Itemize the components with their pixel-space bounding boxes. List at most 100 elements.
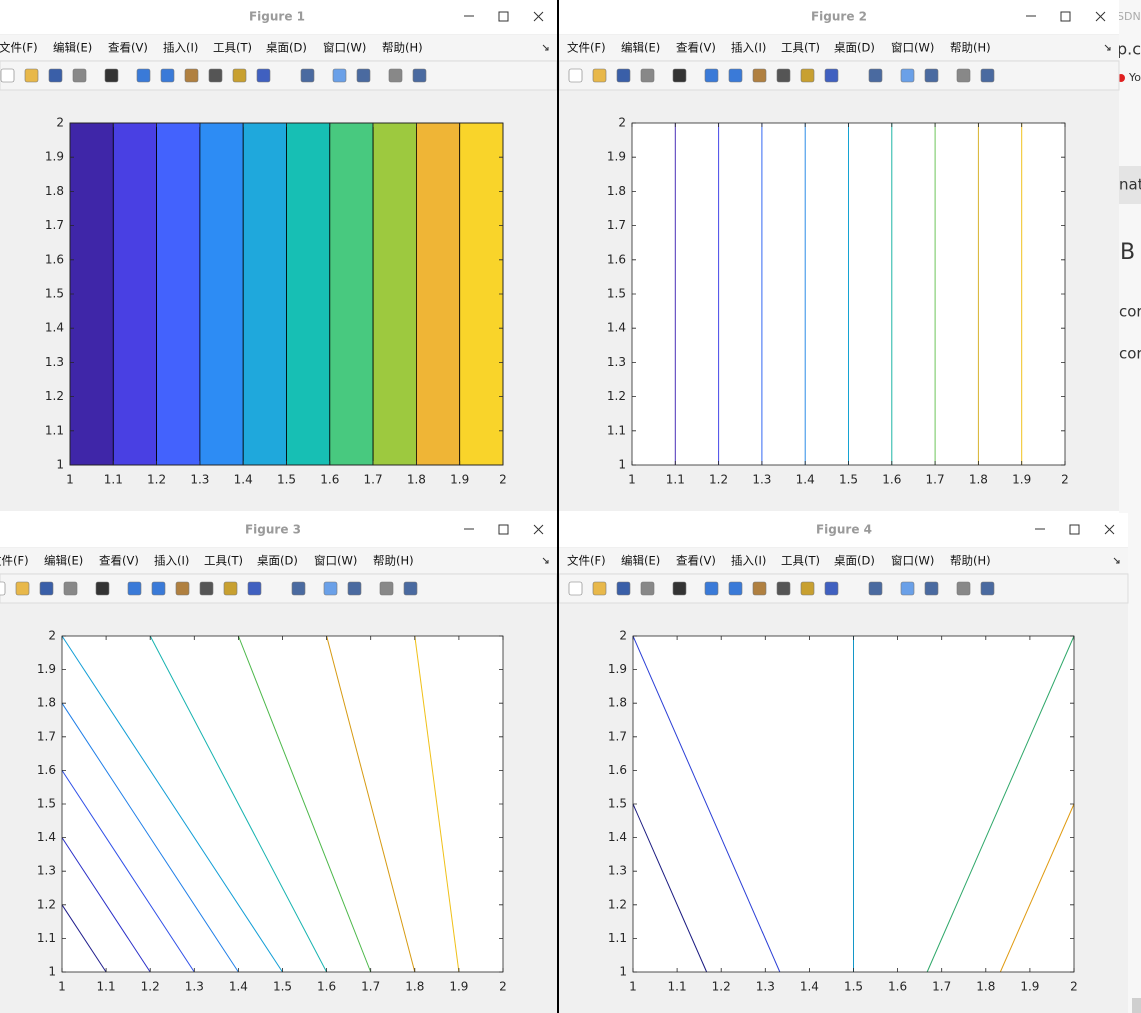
toolbar-button[interactable] <box>672 581 687 596</box>
menu-item[interactable]: 窗口(W) <box>891 41 934 55</box>
maximize-button[interactable] <box>1069 524 1080 535</box>
menu-item[interactable]: 查看(V) <box>676 554 716 568</box>
menu-item[interactable]: 工具(T) <box>204 554 243 568</box>
toolbar-button[interactable] <box>924 581 939 596</box>
toolbar-button[interactable] <box>900 581 915 596</box>
close-button[interactable] <box>533 524 544 535</box>
menu-item[interactable]: 查看(V) <box>108 41 148 55</box>
toolbar-button[interactable] <box>752 581 767 596</box>
toolbar-button[interactable] <box>24 68 39 83</box>
close-button[interactable] <box>1104 524 1115 535</box>
menu-item[interactable]: 帮助(H) <box>950 554 991 568</box>
menu-item[interactable]: 工具(T) <box>781 554 820 568</box>
toolbar-button[interactable] <box>199 581 214 596</box>
toolbar-button[interactable] <box>728 68 743 83</box>
toolbar-button[interactable] <box>412 68 427 83</box>
toolbar-button[interactable] <box>752 68 767 83</box>
toolbar-button[interactable] <box>956 581 971 596</box>
toolbar-button[interactable] <box>956 68 971 83</box>
menu-item[interactable]: 文件(F) <box>0 554 29 568</box>
toolbar-button[interactable] <box>568 68 583 83</box>
toolbar-button[interactable] <box>640 581 655 596</box>
toolbar-button[interactable] <box>332 68 347 83</box>
toolbar-button[interactable] <box>247 581 262 596</box>
menu-item[interactable]: 插入(I) <box>154 554 189 568</box>
menu-item[interactable]: 编辑(E) <box>44 554 83 568</box>
menu-item[interactable]: 文件(F) <box>0 41 38 55</box>
toolbar-button[interactable] <box>72 68 87 83</box>
menu-item[interactable]: 插入(I) <box>731 41 766 55</box>
toolbar-button[interactable] <box>868 581 883 596</box>
toolbar-button[interactable] <box>980 581 995 596</box>
toolbar-button[interactable] <box>800 581 815 596</box>
toolbar-button[interactable] <box>592 581 607 596</box>
menu-item[interactable]: 窗口(W) <box>891 554 934 568</box>
menu-item[interactable]: 查看(V) <box>99 554 139 568</box>
toolbar-button[interactable] <box>616 68 631 83</box>
toolbar-button[interactable] <box>776 68 791 83</box>
menu-item[interactable]: 帮助(H) <box>950 41 991 55</box>
toolbar-button[interactable] <box>356 68 371 83</box>
toolbar-button[interactable] <box>568 581 583 596</box>
menu-item[interactable]: 窗口(W) <box>314 554 357 568</box>
toolbar-button[interactable] <box>232 68 247 83</box>
toolbar-button[interactable] <box>900 68 915 83</box>
menu-item[interactable]: 文件(F) <box>567 554 606 568</box>
toolbar-button[interactable] <box>704 581 719 596</box>
menu-item[interactable]: 查看(V) <box>676 41 716 55</box>
toolbar-button[interactable] <box>256 68 271 83</box>
toolbar-button[interactable] <box>347 581 362 596</box>
maximize-button[interactable] <box>1060 11 1071 22</box>
toolbar-button[interactable] <box>15 581 30 596</box>
toolbar-button[interactable] <box>104 68 119 83</box>
toolbar-button[interactable] <box>403 581 418 596</box>
toolbar-button[interactable] <box>924 68 939 83</box>
toolbar-button[interactable] <box>136 68 151 83</box>
toolbar-button[interactable] <box>640 68 655 83</box>
toolbar-button[interactable] <box>184 68 199 83</box>
maximize-button[interactable] <box>498 11 509 22</box>
menu-item[interactable]: 帮助(H) <box>373 554 414 568</box>
menu-item[interactable]: 窗口(W) <box>323 41 366 55</box>
toolbar-button[interactable] <box>379 581 394 596</box>
toolbar-button[interactable] <box>160 68 175 83</box>
menu-item[interactable]: 桌面(D) <box>834 41 875 55</box>
toolbar-button[interactable] <box>592 68 607 83</box>
toolbar-button[interactable] <box>95 581 110 596</box>
menu-item[interactable]: 编辑(E) <box>621 41 660 55</box>
toolbar-button[interactable] <box>223 581 238 596</box>
toolbar-button[interactable] <box>208 68 223 83</box>
menu-item[interactable]: 插入(I) <box>731 554 766 568</box>
menu-item[interactable]: 帮助(H) <box>382 41 423 55</box>
toolbar-button[interactable] <box>868 68 883 83</box>
menu-item[interactable]: 编辑(E) <box>53 41 92 55</box>
toolbar-button[interactable] <box>0 68 15 83</box>
toolbar-button[interactable] <box>824 68 839 83</box>
toolbar-button[interactable] <box>616 581 631 596</box>
menu-item[interactable]: 桌面(D) <box>257 554 298 568</box>
toolbar-button[interactable] <box>63 581 78 596</box>
toolbar-button[interactable] <box>291 581 306 596</box>
toolbar-button[interactable] <box>824 581 839 596</box>
close-button[interactable] <box>533 11 544 22</box>
toolbar-button[interactable] <box>48 68 63 83</box>
menu-item[interactable]: 桌面(D) <box>266 41 307 55</box>
toolbar-button[interactable] <box>388 68 403 83</box>
toolbar-button[interactable] <box>39 581 54 596</box>
toolbar-button[interactable] <box>672 68 687 83</box>
toolbar-button[interactable] <box>175 581 190 596</box>
menu-item[interactable]: 编辑(E) <box>621 554 660 568</box>
toolbar-button[interactable] <box>704 68 719 83</box>
toolbar-button[interactable] <box>323 581 338 596</box>
toolbar-button[interactable] <box>151 581 166 596</box>
maximize-button[interactable] <box>498 524 509 535</box>
toolbar-button[interactable] <box>776 581 791 596</box>
menu-item[interactable]: 工具(T) <box>781 41 820 55</box>
menu-item[interactable]: 文件(F) <box>567 41 606 55</box>
toolbar-button[interactable] <box>980 68 995 83</box>
toolbar-button[interactable] <box>0 581 6 596</box>
menu-item[interactable]: 桌面(D) <box>834 554 875 568</box>
menu-item[interactable]: 工具(T) <box>213 41 252 55</box>
menu-item[interactable]: 插入(I) <box>163 41 198 55</box>
toolbar-button[interactable] <box>300 68 315 83</box>
